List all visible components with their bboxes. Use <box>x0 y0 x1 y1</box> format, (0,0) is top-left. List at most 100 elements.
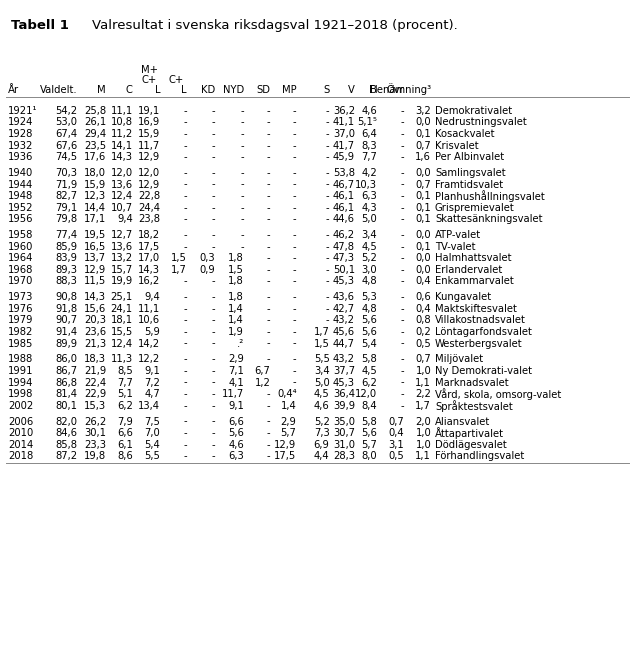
Text: 10,8: 10,8 <box>110 118 133 127</box>
Text: 20,3: 20,3 <box>84 315 106 326</box>
Text: Vård, skola, omsorg-valet: Vård, skola, omsorg-valet <box>435 388 561 400</box>
Text: -: - <box>183 339 187 348</box>
Text: 12,4: 12,4 <box>110 191 133 201</box>
Text: 86,7: 86,7 <box>55 366 77 376</box>
Text: 17,6: 17,6 <box>84 152 106 162</box>
Text: 43,2: 43,2 <box>333 315 355 326</box>
Text: Per Albinvalet: Per Albinvalet <box>435 152 504 162</box>
Text: 3,4: 3,4 <box>314 366 330 376</box>
Text: -: - <box>211 400 215 411</box>
Text: 4,7: 4,7 <box>144 389 160 399</box>
Text: Samlingsvalet: Samlingsvalet <box>435 168 505 178</box>
Text: 7,7: 7,7 <box>117 378 133 387</box>
Text: 74,5: 74,5 <box>55 152 77 162</box>
Text: 22,4: 22,4 <box>84 378 106 387</box>
Text: -: - <box>211 451 215 462</box>
Text: 3,1: 3,1 <box>389 439 404 450</box>
Text: 11,7: 11,7 <box>138 140 160 151</box>
Text: Enkammarvalet: Enkammarvalet <box>435 276 514 287</box>
Text: 1988: 1988 <box>8 354 34 365</box>
Text: 91,4: 91,4 <box>55 327 77 337</box>
Text: 1,7: 1,7 <box>171 265 187 275</box>
Text: -: - <box>183 118 187 127</box>
Text: 42,7: 42,7 <box>333 304 355 314</box>
Text: 0,3: 0,3 <box>199 254 215 263</box>
Text: 46,1: 46,1 <box>333 203 355 213</box>
Text: 19,9: 19,9 <box>110 276 133 287</box>
Text: 1,8: 1,8 <box>228 254 244 263</box>
Text: -: - <box>401 378 404 387</box>
Text: -: - <box>267 214 271 224</box>
Text: 29,4: 29,4 <box>84 129 106 139</box>
Text: -: - <box>326 214 330 224</box>
Text: -: - <box>211 168 215 178</box>
Text: -: - <box>211 203 215 213</box>
Text: -: - <box>326 254 330 263</box>
Text: -: - <box>401 254 404 263</box>
Text: 2002: 2002 <box>8 400 34 411</box>
Text: 12,7: 12,7 <box>110 230 133 240</box>
Text: 4,1: 4,1 <box>228 378 244 387</box>
Text: 37,7: 37,7 <box>333 366 355 376</box>
Text: 18,1: 18,1 <box>110 315 133 326</box>
Text: -: - <box>211 327 215 337</box>
Text: 0,4: 0,4 <box>415 276 431 287</box>
Text: 0,5: 0,5 <box>389 451 404 462</box>
Text: -: - <box>401 179 404 190</box>
Text: 4,5: 4,5 <box>361 242 377 252</box>
Text: -: - <box>326 168 330 178</box>
Text: 12,9: 12,9 <box>138 179 160 190</box>
Text: -: - <box>293 129 297 139</box>
Text: 15,9: 15,9 <box>138 129 160 139</box>
Text: -: - <box>267 242 271 252</box>
Text: 46,7: 46,7 <box>333 179 355 190</box>
Text: -: - <box>240 106 244 116</box>
Text: -: - <box>267 400 271 411</box>
Text: 1921¹: 1921¹ <box>8 106 37 116</box>
Text: 0,1: 0,1 <box>415 191 431 201</box>
Text: Kosackvalet: Kosackvalet <box>435 129 495 139</box>
Text: -: - <box>211 191 215 201</box>
Text: L: L <box>154 85 160 96</box>
Text: 1994: 1994 <box>8 378 34 387</box>
Text: 13,6: 13,6 <box>110 242 133 252</box>
Text: 5,7: 5,7 <box>361 439 377 450</box>
Text: 1958: 1958 <box>8 230 34 240</box>
Text: 91,8: 91,8 <box>55 304 77 314</box>
Text: 10,3: 10,3 <box>355 179 377 190</box>
Text: 13,6: 13,6 <box>110 179 133 190</box>
Text: 79,1: 79,1 <box>55 203 77 213</box>
Text: 12,0: 12,0 <box>355 389 377 399</box>
Text: 2006: 2006 <box>8 417 34 426</box>
Text: -: - <box>401 315 404 326</box>
Text: 19,8: 19,8 <box>84 451 106 462</box>
Text: 28,3: 28,3 <box>333 451 355 462</box>
Text: 30,7: 30,7 <box>333 428 355 438</box>
Text: 1952: 1952 <box>8 203 34 213</box>
Text: -: - <box>183 140 187 151</box>
Text: 41,7: 41,7 <box>333 140 355 151</box>
Text: -: - <box>293 265 297 275</box>
Text: 0,1: 0,1 <box>415 242 431 252</box>
Text: -: - <box>267 254 271 263</box>
Text: 17,1: 17,1 <box>84 214 106 224</box>
Text: 41,1: 41,1 <box>333 118 355 127</box>
Text: 0,7: 0,7 <box>415 140 431 151</box>
Text: 1,1: 1,1 <box>415 451 431 462</box>
Text: M: M <box>97 85 106 96</box>
Text: 6,2: 6,2 <box>117 400 133 411</box>
Text: -: - <box>183 304 187 314</box>
Text: 36,2: 36,2 <box>333 106 355 116</box>
Text: 22,8: 22,8 <box>138 191 160 201</box>
Text: 2010: 2010 <box>8 428 34 438</box>
Text: -: - <box>401 242 404 252</box>
Text: 1948: 1948 <box>8 191 34 201</box>
Text: 1,9: 1,9 <box>228 327 244 337</box>
Text: 2,0: 2,0 <box>415 417 431 426</box>
Text: -: - <box>326 276 330 287</box>
Text: 1940: 1940 <box>8 168 34 178</box>
Text: -: - <box>326 242 330 252</box>
Text: -: - <box>401 106 404 116</box>
Text: C: C <box>126 85 133 96</box>
Text: 25,8: 25,8 <box>84 106 106 116</box>
